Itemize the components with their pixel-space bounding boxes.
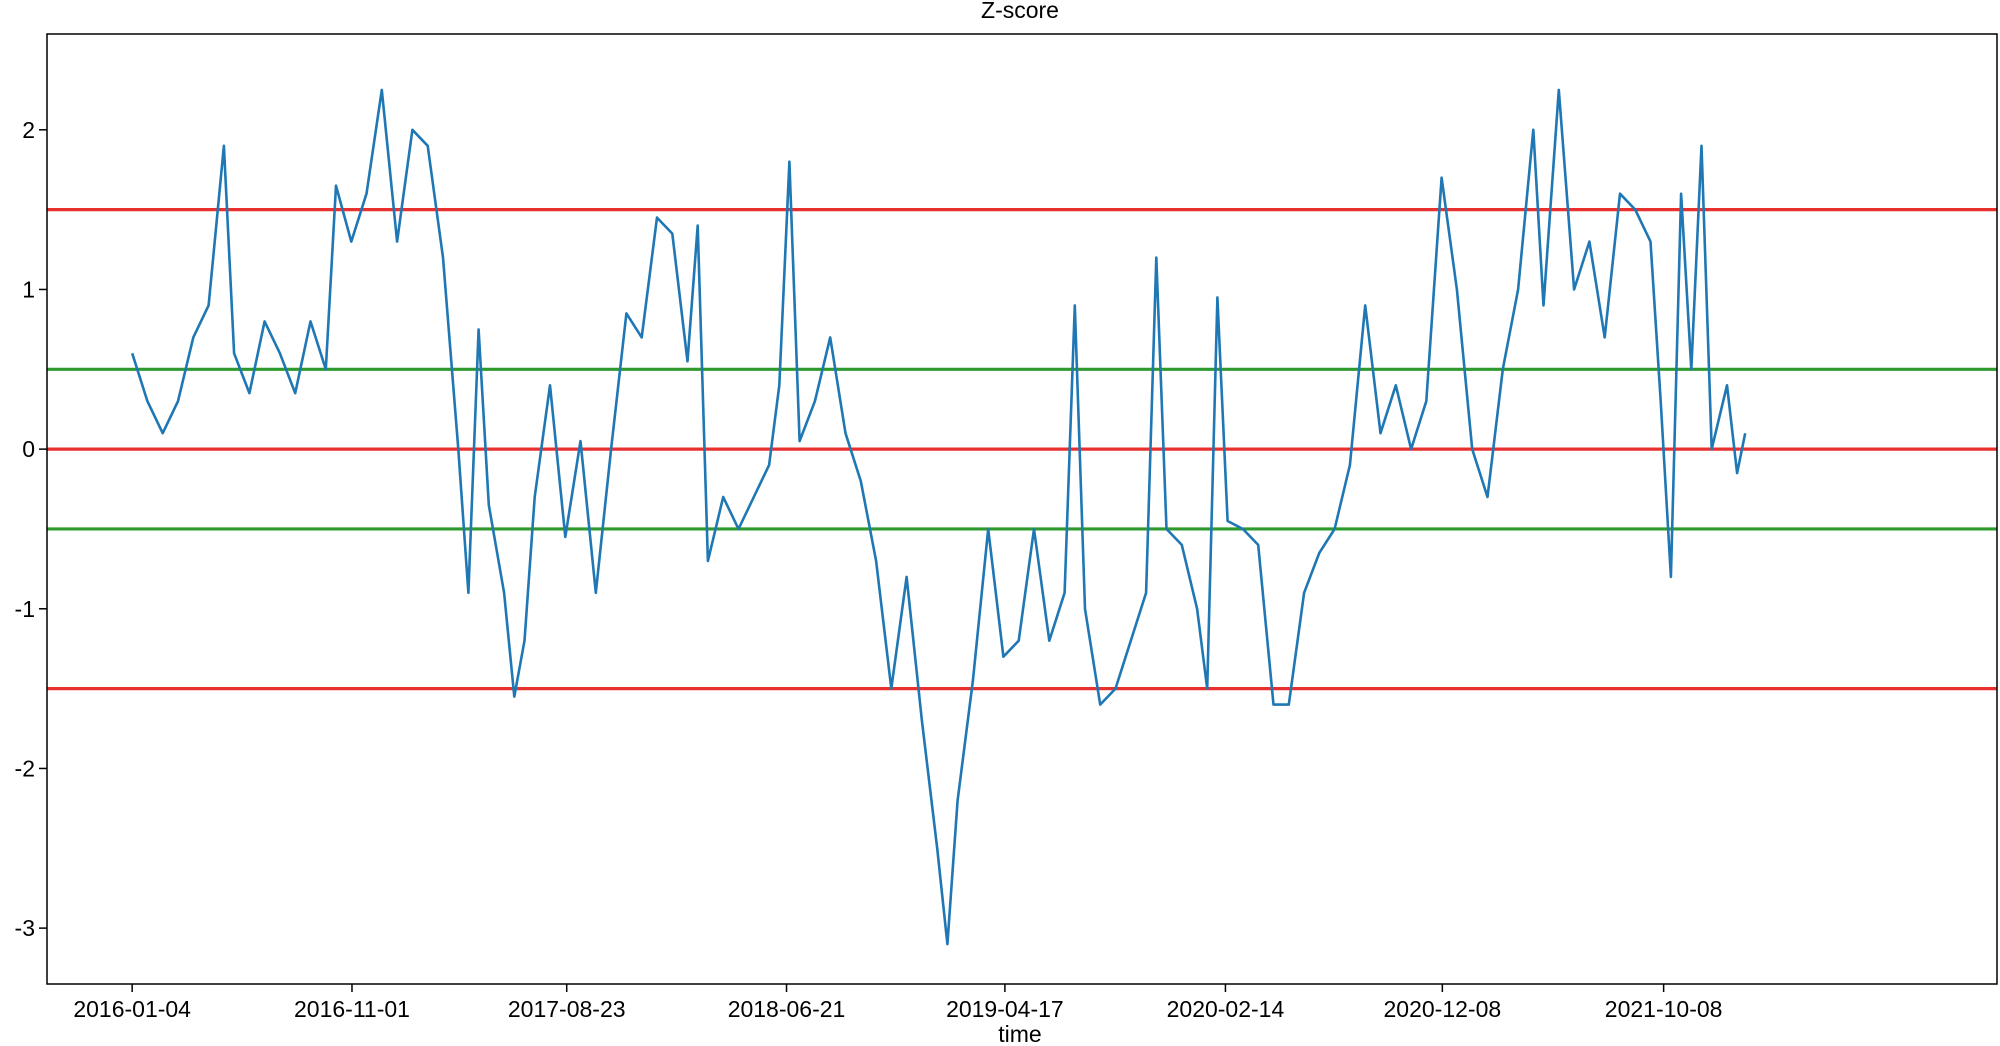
y-tick-label-3: 0 — [22, 436, 35, 462]
x-tick-label-7: 2021-10-08 — [1605, 996, 1723, 1022]
x-tick-label-1: 2016-11-01 — [294, 996, 410, 1022]
chart-title: Z-score — [981, 0, 1059, 23]
x-tick-label-6: 2020-12-08 — [1384, 996, 1502, 1022]
plot-area-frame — [46, 33, 1998, 985]
x-tick-label-3: 2018-06-21 — [728, 996, 846, 1022]
x-axis: 2016-01-04 2016-11-01 2017-08-23 2018-06-21… — [73, 984, 1722, 1022]
y-axis: -3 -2 -1 0 1 2 — [15, 117, 47, 941]
y-tick-label-0: -3 — [15, 915, 35, 941]
y-tick-label-1: -2 — [15, 755, 35, 781]
series-layer — [130, 88, 1747, 946]
x-tick-label-2: 2017-08-23 — [508, 996, 626, 1022]
x-tick-label-0: 2016-01-04 — [73, 996, 191, 1022]
x-axis-label: time — [998, 1021, 1041, 1046]
x-tick-label-4: 2019-04-17 — [946, 996, 1064, 1022]
y-tick-label-5: 2 — [22, 117, 35, 143]
y-tick-label-2: -1 — [15, 596, 35, 622]
y-tick-label-4: 1 — [22, 276, 35, 302]
x-tick-label-5: 2020-02-14 — [1167, 996, 1285, 1022]
series-line-0 — [130, 88, 1747, 946]
